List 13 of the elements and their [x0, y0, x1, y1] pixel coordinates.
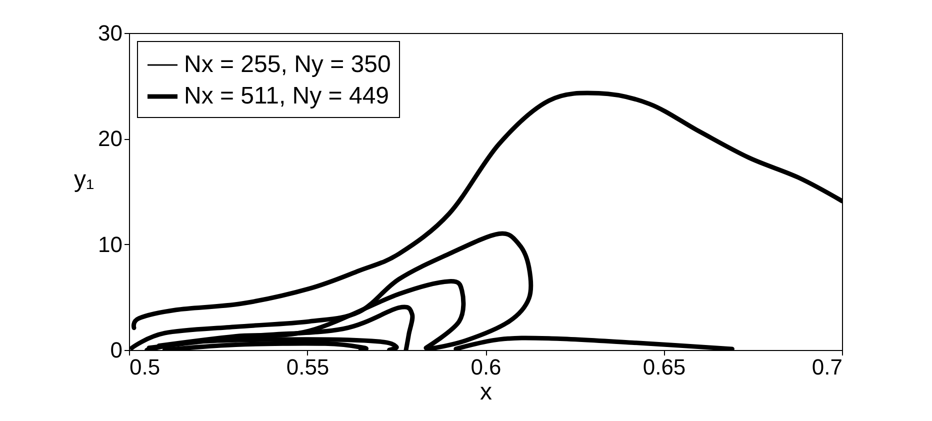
x-tick-label: 0.55 — [286, 354, 330, 380]
y-tick-label: 30 — [98, 20, 122, 46]
x-tick-label: 0.7 — [812, 354, 842, 380]
x-tick-label: 0.6 — [470, 354, 502, 380]
y-axis-title: y₁ — [74, 166, 94, 193]
y-tick-label: 0 — [110, 338, 122, 362]
y-tick-label: 20 — [98, 126, 122, 152]
x-tick-label: 0.65 — [642, 354, 686, 380]
x-axis-title: x — [480, 378, 492, 406]
legend-label: Nx = 255, Ny = 350 — [184, 51, 391, 78]
legend-label: Nx = 511, Ny = 449 — [184, 82, 390, 110]
y-tick-label: 10 — [98, 232, 122, 257]
x-tick-label: 0.5 — [130, 354, 160, 380]
